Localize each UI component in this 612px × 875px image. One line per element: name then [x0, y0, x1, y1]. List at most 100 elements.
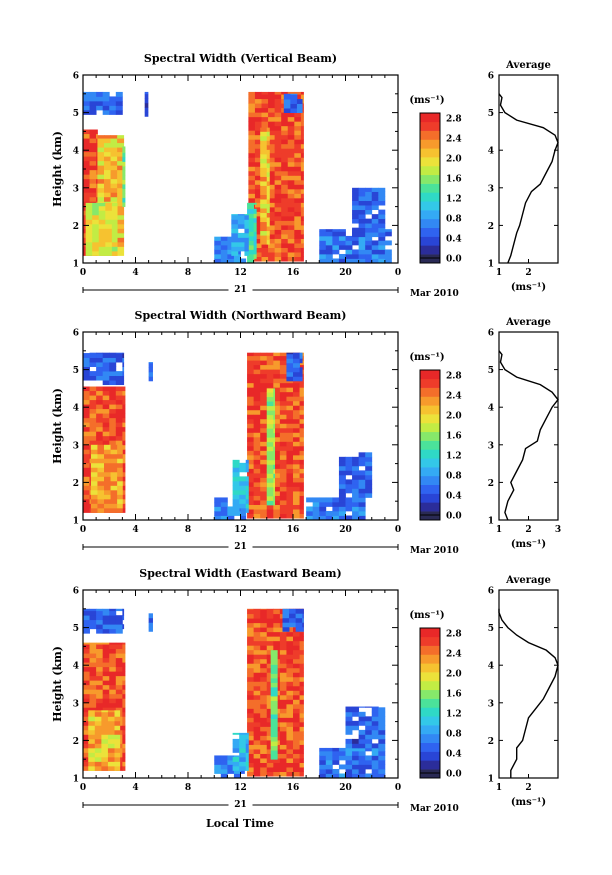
colorbar-unit: (ms⁻¹): [409, 352, 444, 363]
heatmap-cell: [115, 399, 123, 405]
heatmap-cell: [358, 205, 366, 211]
heatmap-cell: [244, 241, 249, 247]
heatmap-cell: [117, 151, 125, 157]
x-tick-label: 0: [395, 525, 401, 535]
heatmap-cell: [239, 765, 247, 771]
heatmap-cell: [299, 495, 304, 501]
heatmap-cell: [115, 371, 123, 377]
heatmap-cell: [83, 160, 90, 166]
heatmap-cell: [299, 486, 304, 492]
heatmap-cell: [293, 694, 300, 700]
heatmap-cell: [345, 768, 353, 774]
heatmap-cell: [254, 243, 262, 248]
heatmap-cell: [109, 399, 117, 405]
colorbar-tick-label: 2.4: [446, 135, 462, 145]
heatmap-cell: [268, 243, 276, 248]
heatmap-cell: [260, 513, 268, 519]
heatmap-cell: [338, 773, 346, 779]
heatmap-cell: [253, 373, 261, 379]
heatmap-cells: [83, 608, 386, 779]
heatmap-cell: [122, 404, 126, 410]
heatmap-cell: [247, 364, 255, 370]
heatmap-cell: [94, 720, 102, 726]
heatmap-cell: [253, 418, 261, 424]
heatmap-cell: [247, 473, 255, 478]
heatmap-cell: [107, 756, 115, 762]
heatmap-cell: [352, 470, 360, 476]
heatmap-cell: [94, 743, 102, 749]
heatmap-cell: [122, 399, 126, 405]
heatmap-cell: [273, 463, 281, 469]
heatmap-cell: [115, 431, 123, 437]
heatmap-cell: [85, 232, 93, 238]
heatmap-cell: [83, 725, 90, 731]
heatmap-cell: [253, 208, 257, 214]
heatmap-cell: [371, 768, 379, 774]
heatmap-cell: [270, 655, 278, 661]
heatmap-cell: [338, 510, 346, 516]
heatmap-cell: [281, 112, 289, 118]
heatmap-cell: [296, 99, 303, 104]
heatmap-cell: [102, 610, 110, 616]
average-y-tick-label: 4: [488, 404, 494, 414]
heatmap-cell: [104, 467, 111, 473]
heatmap-cell: [109, 702, 117, 708]
heatmap-cell: [273, 418, 281, 424]
heatmap-cell: [287, 121, 295, 127]
heatmap-cell: [260, 622, 268, 628]
heatmap-cell: [286, 654, 294, 660]
heatmap-cell: [247, 360, 255, 366]
heatmap-cell: [378, 720, 386, 726]
heatmap-cell: [319, 510, 327, 516]
heatmap-cell: [248, 107, 256, 113]
heatmap-cell: [253, 694, 261, 700]
heatmap-cell: [88, 729, 96, 735]
heatmap-cell: [244, 219, 249, 225]
heatmap-cell: [122, 184, 126, 189]
heatmap-cell: [299, 654, 304, 660]
heatmap-cell: [283, 99, 291, 104]
heatmap-cell: [352, 497, 360, 503]
heatmap-cell: [247, 685, 255, 691]
heatmap-cell: [247, 208, 255, 214]
y-tick-label: 4: [73, 404, 79, 414]
heatmap-cell: [110, 135, 118, 139]
heatmap-cell: [260, 609, 268, 615]
heatmap-cell: [260, 463, 268, 469]
heatmap-cell: [293, 758, 300, 763]
heatmap-cell: [260, 158, 268, 164]
heatmap-cell: [122, 471, 126, 477]
heatmap-cell: [338, 258, 346, 264]
heatmap-cell: [239, 752, 247, 758]
heatmap-cell: [83, 644, 90, 650]
heatmap-cell: [279, 373, 287, 379]
heatmap-cell: [299, 353, 303, 359]
heatmap-cell: [365, 191, 373, 197]
heatmap-cell: [254, 94, 262, 100]
heatmap-cell: [101, 716, 109, 722]
heatmap-cell: [273, 495, 276, 501]
heatmap-cell: [239, 734, 247, 740]
average-frame: [498, 74, 559, 264]
average-title: Average: [505, 575, 551, 586]
heatmap-cell: [220, 497, 228, 503]
heatmap-cell: [358, 750, 366, 756]
heatmap-cell: [115, 608, 123, 612]
heatmap-cell: [109, 675, 117, 681]
heatmap-cell: [274, 148, 282, 154]
heatmap-cell: [325, 747, 333, 752]
heatmap-cell: [266, 162, 270, 168]
heatmap-cell: [352, 747, 360, 752]
heatmap-cell: [122, 146, 126, 149]
heatmap-cell: [96, 404, 104, 410]
heatmap-cell: [293, 731, 300, 736]
heatmap-cell: [122, 147, 126, 153]
heatmap-cell: [104, 485, 111, 491]
heatmap-cell: [94, 765, 102, 771]
heatmap-cell: [274, 179, 282, 185]
heatmap-cell: [332, 258, 340, 264]
heatmap-cell: [352, 755, 360, 761]
heatmap-cell: [378, 191, 386, 197]
heatmap-cell: [83, 357, 90, 363]
heatmap-cell: [283, 94, 291, 100]
